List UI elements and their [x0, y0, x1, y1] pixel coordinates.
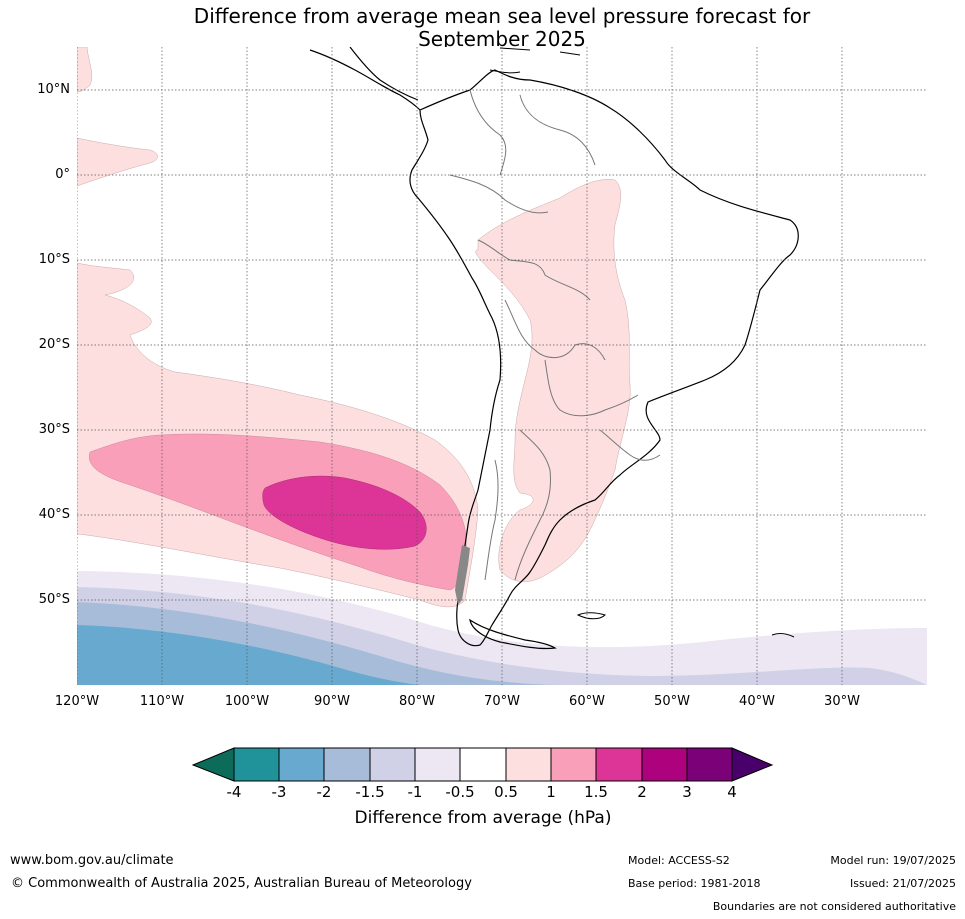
colorbar-tick-1.5: 1.5	[584, 783, 608, 801]
lon-label-100w: 100°W	[224, 694, 270, 709]
positive-anomaly-north	[77, 47, 93, 93]
map-title: Difference from average mean sea level p…	[77, 5, 927, 51]
model-run-date: Model run: 19/07/2025	[830, 854, 956, 867]
lon-label-110w: 110°W	[139, 694, 185, 709]
country-borders	[449, 89, 661, 581]
band-minus-2-to-minus-3	[77, 625, 420, 685]
lat-label-0: 0°	[55, 167, 70, 182]
colorbar-swatch-0.5-1	[505, 747, 552, 782]
colorbar-tick-1: 1	[546, 783, 556, 801]
boundary-disclaimer: Boundaries are not considered authoritat…	[712, 900, 956, 913]
model-name: Model: ACCESS-S2	[628, 854, 730, 867]
colorbar-tick-minus4: -4	[226, 783, 242, 801]
issued-date: Issued: 21/07/2025	[849, 877, 956, 890]
website-link[interactable]: www.bom.gov.au/climate	[10, 853, 174, 868]
pressure-anomaly-map	[77, 47, 927, 685]
colorbar-tick-minus1.5: -1.5	[355, 783, 385, 801]
colorbar-title: Difference from average (hPa)	[354, 808, 612, 828]
colorbar-swatch-minus2-minus1.5	[323, 747, 371, 782]
colorbar-swatch-1.5-2	[595, 747, 643, 782]
lon-label-60w: 60°W	[569, 694, 605, 709]
lon-label-30w: 30°W	[824, 694, 860, 709]
colorbar-tick-0.5: 0.5	[494, 783, 518, 801]
colorbar-arrow-high	[731, 747, 774, 782]
lon-label-80w: 80°W	[399, 694, 435, 709]
colorbar-tick-4: 4	[727, 783, 737, 801]
copyright-text: © Commonwealth of Australia 2025, Austra…	[11, 876, 472, 891]
title-line-1: Difference from average mean sea level p…	[193, 4, 811, 28]
coastline-caribbean	[489, 47, 581, 74]
positive-anomaly-1.5-to-2	[262, 475, 427, 550]
base-period: Base period: 1981-2018	[628, 877, 761, 890]
lon-label-70w: 70°W	[484, 694, 520, 709]
positive-anomaly-south-america	[475, 179, 631, 582]
coastline-south-america	[409, 69, 799, 647]
lon-label-40w: 40°W	[739, 694, 775, 709]
colorbar-swatch-2-3	[641, 747, 688, 782]
colorbar-swatch-minus0.5-0.5	[459, 747, 507, 782]
lon-label-90w: 90°W	[314, 694, 350, 709]
positive-anomaly-equatorial	[77, 137, 158, 187]
colorbar-tick-minus0.5: -0.5	[445, 783, 475, 801]
colorbar-swatch-3-4	[686, 747, 733, 782]
lat-label-20s: 20°S	[38, 337, 70, 352]
lat-label-30s: 30°S	[38, 422, 70, 437]
colorbar-arrow-low	[191, 747, 235, 782]
lat-label-50s: 50°S	[38, 592, 70, 607]
lon-label-120w: 120°W	[54, 694, 100, 709]
colorbar-tick-minus2: -2	[316, 783, 332, 801]
title-line-2: September 2025	[418, 27, 586, 51]
colorbar-swatch-1-1.5	[550, 747, 597, 782]
colorbar-swatch-minus1-minus0.5	[414, 747, 461, 782]
colorbar-swatch-minus4-minus3	[233, 747, 280, 782]
colorbar-tick-2: 2	[637, 783, 647, 801]
lon-label-50w: 50°W	[654, 694, 690, 709]
lat-label-10n: 10°N	[37, 82, 70, 97]
graticule	[77, 47, 927, 685]
coastline-central-america	[309, 47, 421, 111]
colorbar-tick-minus1: -1	[407, 783, 423, 801]
colorbar-tick-3: 3	[682, 783, 692, 801]
patagonia-fjords	[455, 545, 470, 605]
coastline-south-georgia	[771, 633, 795, 638]
colorbar-tick-minus3: -3	[271, 783, 287, 801]
lat-label-40s: 40°S	[38, 507, 70, 522]
colorbar-swatch-minus1.5-minus1	[369, 747, 416, 782]
tierra-del-fuego	[469, 618, 557, 650]
lat-label-10s: 10°S	[38, 252, 70, 267]
colorbar-swatch-minus3-minus2	[278, 747, 325, 782]
